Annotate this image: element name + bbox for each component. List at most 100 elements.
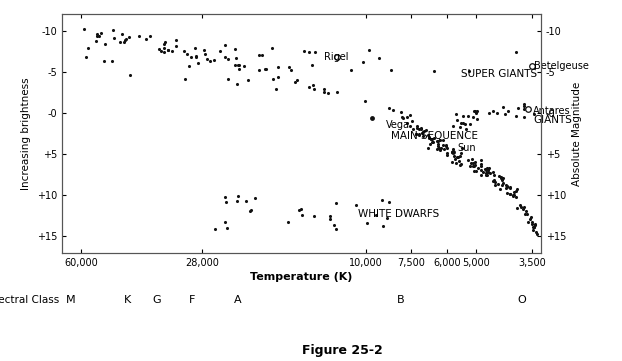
Point (417, 130, 427, 136)
Point (414, 132, 424, 138)
Point (234, 66, 244, 72)
Point (476, 167, 486, 173)
Point (418, 129, 428, 135)
Point (332, 90, 341, 95)
Point (463, 157, 473, 163)
Point (254, 67, 264, 73)
Point (501, 183, 511, 189)
Point (91, 39, 101, 44)
Point (447, 149, 457, 155)
Point (434, 138, 443, 144)
Point (519, 114, 529, 120)
Point (508, 193, 518, 199)
Point (205, 58, 215, 64)
Point (119, 39, 129, 45)
Point (519, 106, 529, 112)
Point (425, 141, 435, 147)
Point (481, 170, 491, 176)
Point (290, 79, 300, 84)
Point (471, 110, 481, 116)
Point (284, 64, 294, 70)
Point (485, 170, 494, 175)
Point (208, 57, 218, 63)
Point (491, 179, 501, 184)
Point (529, 224, 539, 230)
Point (530, 222, 540, 228)
Point (120, 37, 130, 43)
Point (397, 115, 407, 121)
Point (156, 48, 166, 53)
Text: SUPER GIANTS: SUPER GIANTS (460, 69, 537, 79)
Point (421, 127, 431, 133)
Text: M: M (66, 295, 76, 305)
Point (243, 77, 253, 83)
Point (522, 211, 532, 217)
Point (438, 142, 448, 148)
Point (498, 180, 508, 186)
Point (329, 222, 339, 227)
Point (96, 30, 106, 36)
Point (463, 113, 473, 119)
Point (491, 110, 501, 116)
Point (409, 127, 419, 132)
Point (154, 47, 164, 52)
Point (318, 86, 328, 92)
Point (307, 62, 317, 68)
Point (273, 74, 283, 80)
Point (436, 145, 446, 151)
Point (115, 39, 125, 45)
Point (516, 204, 526, 210)
Point (423, 145, 433, 151)
Point (472, 109, 482, 114)
Point (476, 163, 486, 169)
Point (190, 45, 200, 51)
Text: Rigel: Rigel (324, 52, 348, 62)
Point (426, 136, 436, 142)
Point (215, 48, 225, 54)
Point (374, 56, 384, 61)
Point (411, 131, 420, 137)
Point (478, 170, 488, 175)
Point (125, 73, 135, 78)
Point (145, 33, 155, 39)
Point (383, 216, 392, 221)
Point (511, 113, 521, 119)
Point (476, 161, 486, 167)
Point (496, 174, 506, 180)
Point (490, 177, 499, 182)
Point (523, 219, 533, 225)
Point (514, 202, 524, 208)
Point (435, 137, 445, 143)
Point (505, 185, 515, 191)
Point (191, 53, 201, 59)
Point (448, 123, 458, 129)
Point (498, 175, 508, 181)
Point (449, 153, 459, 159)
Point (498, 177, 508, 183)
Point (476, 172, 486, 178)
Point (267, 45, 277, 51)
Point (232, 198, 242, 204)
Point (456, 161, 466, 166)
Point (186, 54, 196, 60)
Point (455, 150, 465, 156)
Point (490, 182, 499, 188)
Point (378, 223, 388, 229)
Point (455, 162, 465, 168)
Point (452, 154, 462, 160)
Point (200, 52, 210, 57)
Point (220, 194, 230, 200)
Point (433, 141, 443, 147)
Point (468, 114, 478, 120)
Point (531, 229, 541, 234)
Point (501, 111, 511, 117)
Text: F: F (189, 295, 195, 305)
Point (481, 173, 491, 178)
Point (448, 147, 458, 152)
Point (297, 213, 307, 218)
Point (529, 224, 539, 230)
Point (470, 108, 480, 114)
Point (452, 111, 462, 117)
Point (159, 49, 169, 55)
Point (502, 184, 512, 190)
